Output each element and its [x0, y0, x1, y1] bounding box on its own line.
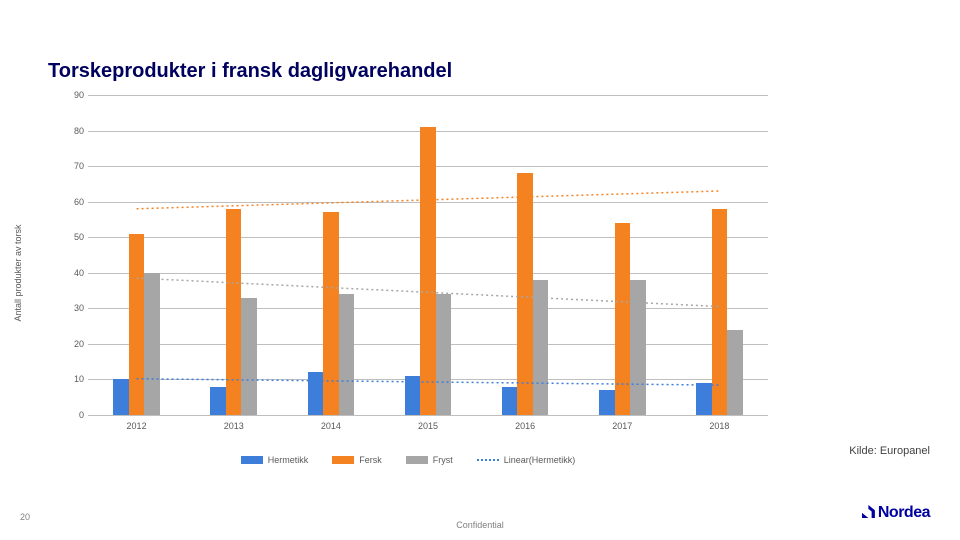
gridline [88, 95, 768, 96]
legend-item-linear-hermetikk: Linear(Hermetikk) [477, 455, 576, 465]
y-tick-label: 10 [66, 374, 84, 384]
bar-hermetikk [210, 387, 226, 415]
legend-item-fryst: Fryst [406, 455, 453, 465]
bar-fersk [615, 223, 631, 415]
page-number: 20 [20, 512, 30, 522]
bar-fryst [339, 294, 355, 415]
x-tick-label: 2013 [224, 421, 244, 431]
legend-swatch-hermetikk [241, 456, 263, 464]
y-tick-label: 50 [66, 232, 84, 242]
bar-hermetikk [405, 376, 421, 415]
bar-fryst [241, 298, 257, 415]
y-tick-label: 70 [66, 161, 84, 171]
legend-line-hermetikk [477, 459, 499, 461]
legend: Hermetikk Fersk Fryst Linear(Hermetikk) [48, 455, 768, 465]
y-tick-label: 40 [66, 268, 84, 278]
legend-item-fersk: Fersk [332, 455, 382, 465]
bar-fryst [727, 330, 743, 415]
y-tick-label: 60 [66, 197, 84, 207]
source-label: Kilde: Europanel [849, 445, 930, 457]
x-tick-label: 2018 [709, 421, 729, 431]
legend-swatch-fryst [406, 456, 428, 464]
bar-fersk [517, 173, 533, 415]
bar-fersk [323, 212, 339, 415]
brand-logo: Nordea [862, 504, 930, 522]
y-tick-label: 80 [66, 126, 84, 136]
legend-label: Fersk [359, 455, 382, 465]
legend-label: Hermetikk [268, 455, 309, 465]
y-tick-label: 20 [66, 339, 84, 349]
legend-swatch-fersk [332, 456, 354, 464]
x-tick-label: 2012 [127, 421, 147, 431]
legend-item-hermetikk: Hermetikk [241, 455, 309, 465]
chart-container: Antall produkter av torsk 01020304050607… [48, 95, 768, 450]
bar-fryst [436, 294, 452, 415]
bar-fersk [712, 209, 728, 415]
bar-fryst [144, 273, 160, 415]
bar-fryst [630, 280, 646, 415]
chart-title: Torskeprodukter i fransk dagligvarehande… [48, 60, 452, 83]
bar-hermetikk [308, 372, 324, 415]
legend-label: Fryst [433, 455, 453, 465]
plot-area: 0102030405060708090201220132014201520162… [88, 95, 768, 415]
x-tick-label: 2014 [321, 421, 341, 431]
bar-hermetikk [502, 387, 518, 415]
bar-fersk [226, 209, 242, 415]
y-axis-title: Antall produkter av torsk [13, 224, 23, 321]
bar-hermetikk [599, 390, 615, 415]
gridline [88, 415, 768, 416]
bar-fersk [129, 234, 145, 415]
confidential-label: Confidential [456, 520, 504, 530]
bar-fryst [533, 280, 549, 415]
legend-label: Linear(Hermetikk) [504, 455, 576, 465]
x-tick-label: 2017 [612, 421, 632, 431]
y-tick-label: 90 [66, 90, 84, 100]
y-tick-label: 0 [66, 410, 84, 420]
y-tick-label: 30 [66, 303, 84, 313]
bar-fersk [420, 127, 436, 415]
x-tick-label: 2016 [515, 421, 535, 431]
bar-hermetikk [696, 383, 712, 415]
x-tick-label: 2015 [418, 421, 438, 431]
bar-hermetikk [113, 379, 129, 415]
